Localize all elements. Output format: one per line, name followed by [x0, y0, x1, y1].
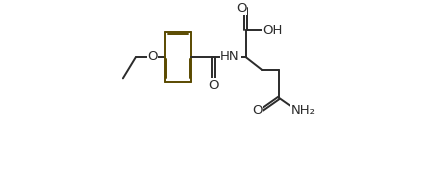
Text: NH₂: NH₂ — [291, 104, 316, 117]
Text: O: O — [236, 2, 246, 15]
Text: O: O — [147, 50, 158, 63]
Text: HN: HN — [220, 50, 240, 63]
Text: O: O — [208, 79, 219, 92]
Text: OH: OH — [262, 24, 283, 37]
Text: O: O — [252, 104, 263, 117]
